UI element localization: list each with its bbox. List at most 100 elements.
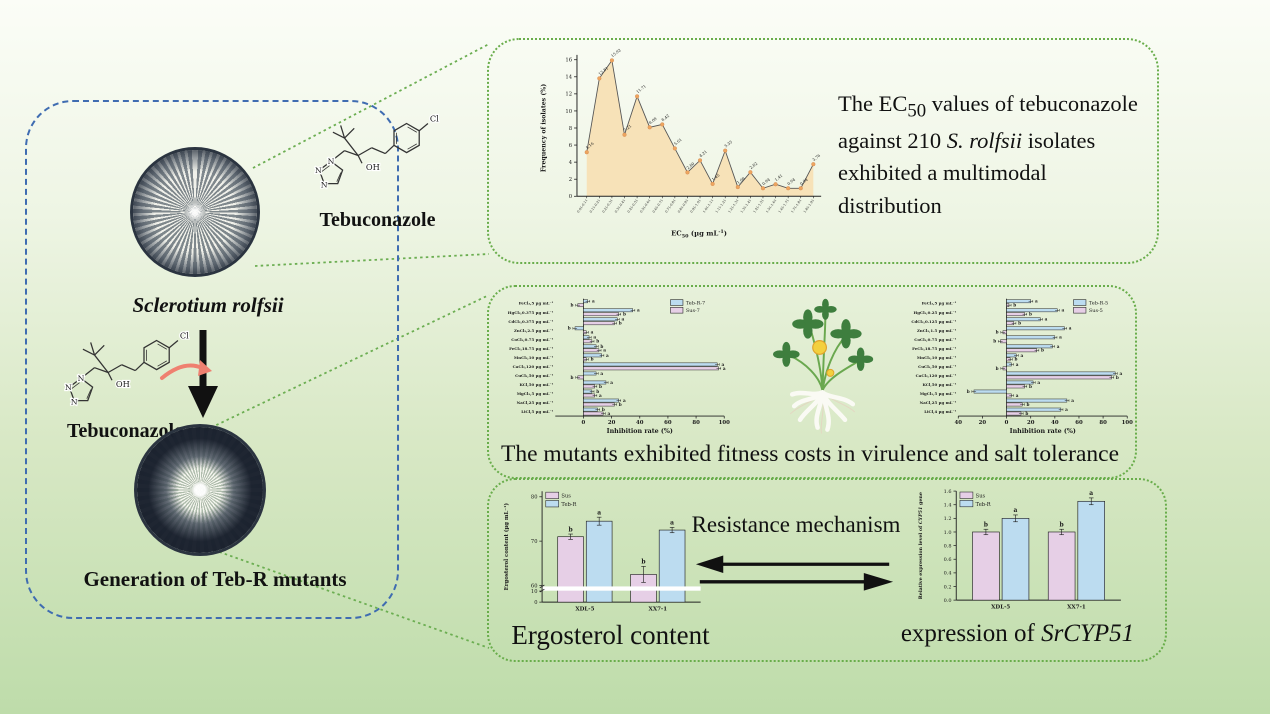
y-tick-label: 0.6 xyxy=(944,557,952,563)
x-tick-label: 1.41-1.51 xyxy=(752,198,764,213)
bar xyxy=(1001,518,1030,601)
data-point xyxy=(597,76,602,81)
x-tick-label: 0.71-0.81 xyxy=(664,198,676,213)
x-tick-label: 80 xyxy=(1099,420,1107,426)
bar xyxy=(1006,407,1062,412)
bar xyxy=(557,536,584,603)
data-point xyxy=(697,158,703,163)
category-label: FeCl₃,5 µg mL⁻¹ xyxy=(922,301,957,306)
x-tick-label: 1.01-1.11 xyxy=(702,198,714,213)
category-label: CdCl₂,0.375 µg mL⁻¹ xyxy=(508,319,553,324)
bar xyxy=(1006,411,1022,416)
x-tick-label: 0.41-0.51 xyxy=(627,198,639,213)
sig-letter: b xyxy=(571,303,574,308)
legend-swatch xyxy=(670,299,684,306)
red-arrow-head xyxy=(198,360,212,376)
cyp51-expression-chart: 0.0 0.2 0.4 0.6 0.8 1.0 1.2 1.4 1.6 XDL-5 b a XX7-1 b… xyxy=(918,489,1121,610)
sig-letter: b xyxy=(1013,303,1016,308)
sig-letter: b xyxy=(569,526,573,533)
ergosterol-caption: Ergosterol content xyxy=(511,620,710,650)
category-label: CoCl₂,0.75 µg mL⁻¹ xyxy=(511,337,553,342)
x-tick-label: 20 xyxy=(608,420,616,426)
bar xyxy=(1006,299,1031,304)
category-label: MgCl₂,5 µg mL⁻¹ xyxy=(920,391,957,396)
tspan-shape: Relative expression level of xyxy=(918,524,924,599)
data-point xyxy=(798,186,803,191)
ec50-description: The EC50 values of tebuconazole against … xyxy=(838,88,1156,223)
description-text: isolates exhibited a multimodal distribu… xyxy=(838,127,1096,218)
sig-letter: a xyxy=(1057,344,1060,349)
data-point xyxy=(647,125,652,130)
point-label: 8.08 xyxy=(648,116,658,126)
sig-letter: a xyxy=(592,299,595,304)
legend-swatch xyxy=(959,491,974,499)
sig-letter: a xyxy=(722,362,725,367)
point-label: 0.94 xyxy=(761,177,771,187)
expression-caption-gene-italic: SrCYP51 xyxy=(1041,620,1135,647)
expression-caption-text: expression of xyxy=(900,620,1042,647)
category-label: FeCl₂,18.75 µg mL⁻¹ xyxy=(912,346,956,351)
bar xyxy=(583,411,604,416)
data-point xyxy=(660,122,665,127)
x-tick-label: 0.61-0.71 xyxy=(652,198,664,213)
bar xyxy=(583,366,719,371)
y-axis-label: Frequency of isolates (%) xyxy=(541,84,548,172)
tspan-shape: gene xyxy=(918,492,924,507)
point-label: 13.81 xyxy=(597,65,609,76)
root xyxy=(820,390,831,432)
y-tick-label: 1.0 xyxy=(944,530,952,536)
legend-swatch xyxy=(1073,299,1087,306)
x-tick-label: 1.51-1.61 xyxy=(765,198,777,213)
x-tick-label: 1.11-1.21 xyxy=(715,198,727,213)
tspan-shape: -1 xyxy=(718,229,723,235)
x-tick-label: 60 xyxy=(664,420,672,426)
bar xyxy=(1006,326,1065,331)
data-point xyxy=(748,170,753,175)
x-tick-label: 0.01-0.11 xyxy=(576,198,588,213)
salt-tolerance-chart-right: 40 20 0 20 40 60 80 100 Inhibition rate (%) FeCl₃… xyxy=(911,299,1133,435)
leaf-cluster-use xyxy=(814,298,837,320)
category-label: MnCl₂,10 µg mL⁻¹ xyxy=(514,355,554,360)
category-label: NaCl,25 µg mL⁻¹ xyxy=(920,400,957,405)
sig-letter: b xyxy=(568,326,571,331)
data-point xyxy=(786,186,791,191)
tspan-shape: ) xyxy=(724,229,727,237)
down-arrow xyxy=(188,330,218,418)
y-tick-label: 1.6 xyxy=(944,489,952,495)
data-point xyxy=(635,94,640,99)
bar xyxy=(1006,375,1112,380)
bar xyxy=(583,398,619,403)
left-arrow-head xyxy=(695,555,724,574)
ec50-distribution-chart: 0 2 4 6 8 10 12 14 16 5.16 0.01-0.11 13.81 0.11-0.21… xyxy=(541,47,822,239)
sig-letter: a xyxy=(1037,380,1040,385)
category-label: ZnCl₂,1.5 µg mL⁻¹ xyxy=(917,328,957,333)
tspan-shape: 50 xyxy=(682,233,689,239)
sig-letter: b xyxy=(619,321,622,326)
sig-letter: b xyxy=(1018,321,1021,326)
sig-letter: a xyxy=(1119,371,1122,376)
description-text: The EC xyxy=(838,91,908,116)
point-label: 4.21 xyxy=(698,149,708,158)
category-label: FeCl₃,5 µg mL⁻¹ xyxy=(519,301,554,306)
point-label: 5.61 xyxy=(673,137,683,146)
sig-letter: a xyxy=(597,509,601,516)
category-label: CuCl₂,50 µg mL⁻¹ xyxy=(918,364,957,369)
category-label: MgCl₂,5 µg mL⁻¹ xyxy=(517,391,554,396)
bar xyxy=(583,402,615,407)
stem xyxy=(821,360,860,391)
x-tick-label: 40 xyxy=(955,420,963,426)
sig-letter: a xyxy=(623,398,626,403)
leaf-cluster-use xyxy=(792,309,824,339)
y-tick-label: 80 xyxy=(531,495,538,501)
bar xyxy=(972,531,1000,601)
sig-letter: b xyxy=(1029,312,1032,317)
category-label: XX7-1 xyxy=(649,606,668,612)
point-label: 11.71 xyxy=(635,83,647,94)
category-label: CdCl₂,0.125 µg mL⁻¹ xyxy=(911,319,956,324)
category-label: LiCl,5 µg mL⁻¹ xyxy=(521,409,553,414)
y-tick-label: 0.0 xyxy=(944,598,952,604)
x-axis-label: Inhibition rate (%) xyxy=(607,427,673,435)
x-tick-label: 0.51-0.61 xyxy=(639,198,651,213)
legend-label: Teb-R-5 xyxy=(1089,300,1108,306)
